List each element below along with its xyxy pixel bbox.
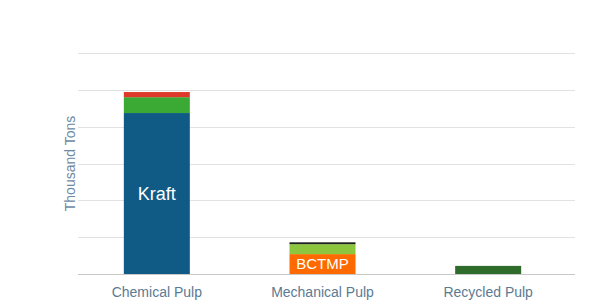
bar-segment [124,113,190,274]
x-tick-label: Recycled Pulp [443,284,533,300]
bar-segment [290,242,356,244]
bar-segment [124,92,190,97]
chart-svg: Thousand Tons Kraft BCTMP Chemical Pulp Mech… [0,0,600,308]
x-tick-label: Mechanical Pulp [271,284,374,300]
bars [124,92,521,274]
grid-line [78,90,575,91]
bar-segment [455,266,521,274]
segment-label: Kraft [138,184,176,204]
grid-line [78,53,575,54]
grid-line [78,274,575,275]
labels: Kraft BCTMP [138,184,349,272]
chart: Thousand Tons Kraft BCTMP Chemical Pulp Mech… [0,0,600,308]
x-tick-label: Chemical Pulp [112,284,202,300]
bar-segment [290,244,356,254]
y-axis-label: Thousand Tons [62,116,78,211]
bar-segment [290,254,356,274]
segment-label: BCTMP [296,255,349,272]
bar-segment [124,97,190,113]
